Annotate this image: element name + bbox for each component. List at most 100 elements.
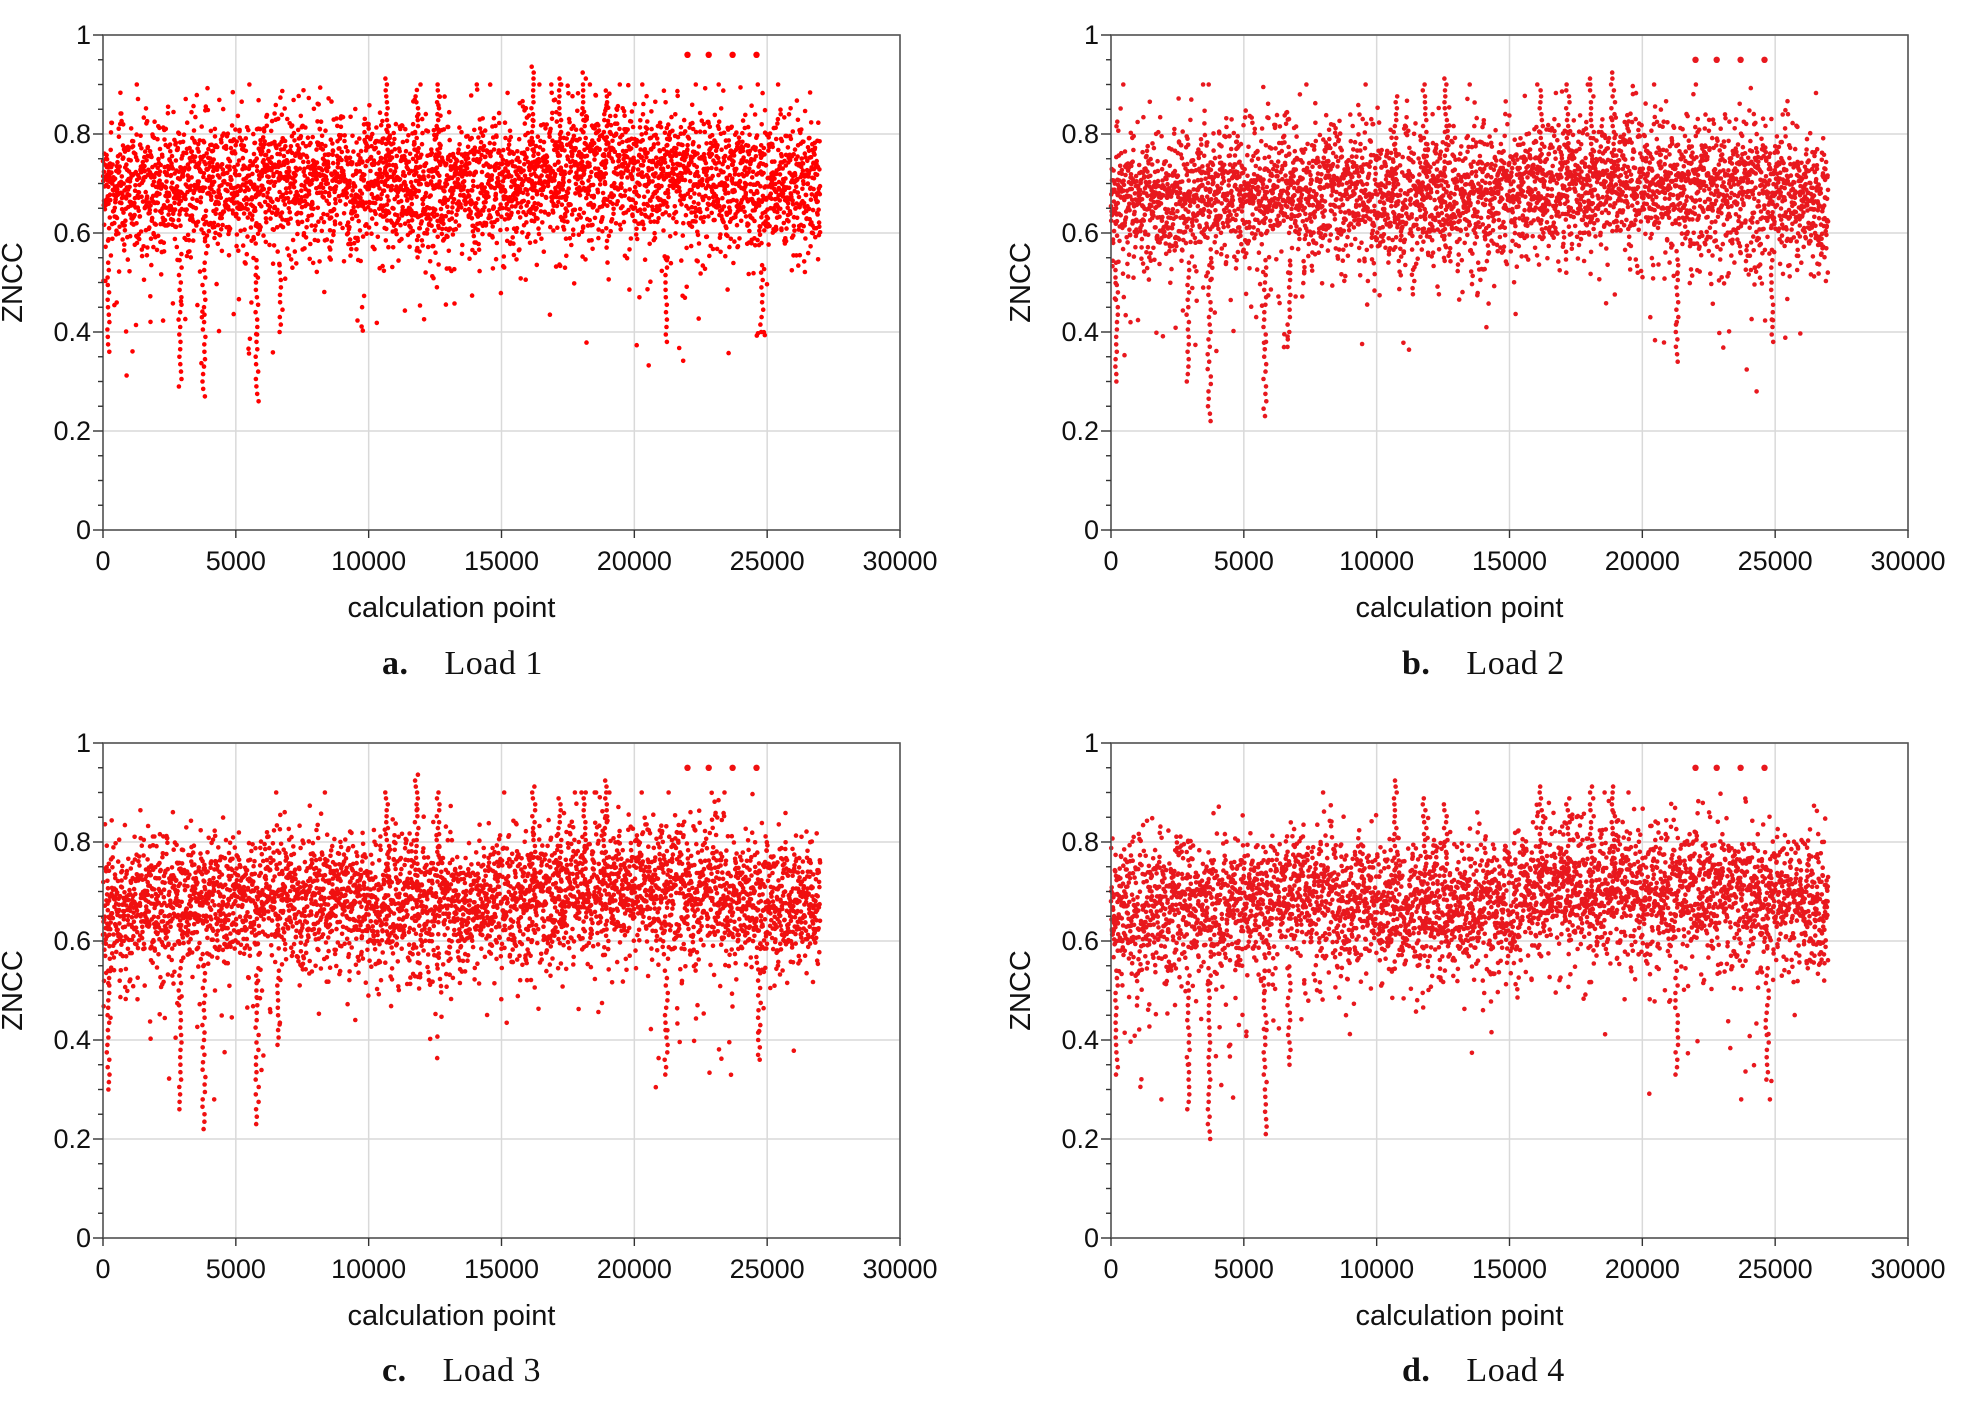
data-point [122, 242, 127, 247]
data-point [176, 169, 182, 174]
data-point [119, 174, 125, 179]
data-point [134, 132, 139, 137]
data-point [291, 97, 296, 103]
data-point [348, 253, 353, 258]
data-point [799, 228, 805, 234]
data-point [116, 231, 121, 236]
data-point [221, 131, 226, 136]
data-point [183, 196, 188, 202]
data-point [1119, 167, 1125, 173]
data-point [397, 177, 403, 182]
data-point [436, 106, 442, 111]
data-point [626, 82, 631, 88]
data-point [296, 93, 302, 99]
data-point [696, 192, 702, 197]
data-point [1123, 215, 1129, 220]
data-point [648, 219, 653, 225]
data-point [717, 203, 722, 209]
data-point [583, 135, 588, 141]
data-point [110, 236, 115, 242]
data-point [121, 155, 126, 160]
data-point [420, 201, 426, 207]
data-point [1177, 186, 1183, 192]
data-point [735, 244, 741, 249]
data-point [417, 303, 423, 308]
data-point [779, 227, 784, 233]
data-point [384, 111, 389, 117]
data-point [160, 154, 165, 159]
data-point [1155, 168, 1161, 174]
data-point [425, 129, 431, 134]
data-point [188, 187, 193, 193]
data-point [477, 268, 482, 274]
data-point [583, 141, 588, 147]
data-point [816, 120, 821, 125]
data-point [374, 125, 379, 130]
data-point [591, 193, 597, 199]
data-point [753, 145, 758, 150]
data-point [116, 126, 121, 131]
data-point [580, 129, 586, 135]
data-point [216, 188, 221, 193]
data-point [499, 214, 504, 219]
data-point [722, 153, 728, 159]
data-point [327, 193, 332, 198]
data-point [400, 139, 406, 145]
data-point [615, 199, 620, 204]
data-point [698, 209, 703, 215]
data-point [640, 163, 646, 168]
data-point [726, 138, 732, 143]
data-point [442, 94, 447, 99]
data-point [571, 133, 577, 139]
data-point [548, 224, 553, 230]
data-point [523, 212, 529, 218]
data-point [762, 152, 767, 157]
data-point [587, 82, 593, 87]
data-point [130, 144, 136, 149]
data-point [693, 214, 699, 219]
data-point [759, 314, 764, 320]
data-point [610, 138, 615, 144]
data-point [613, 131, 619, 136]
data-point [622, 193, 628, 198]
data-point [306, 192, 312, 197]
data-point [201, 230, 206, 236]
data-point [718, 106, 724, 111]
data-point [1151, 145, 1157, 151]
data-point [239, 138, 245, 143]
data-point [254, 164, 260, 169]
data-point [571, 281, 577, 286]
data-point [514, 229, 519, 234]
data-point [372, 246, 377, 252]
data-point [344, 195, 350, 200]
data-point [816, 220, 822, 225]
data-point [132, 200, 137, 206]
data-point [706, 214, 711, 219]
data-point [190, 238, 196, 243]
data-point [1179, 155, 1185, 161]
data-point [667, 234, 673, 239]
data-point [178, 280, 184, 285]
data-point [124, 162, 129, 167]
data-point [225, 131, 231, 136]
data-point [565, 131, 571, 136]
data-point [619, 185, 624, 191]
data-point [461, 179, 467, 184]
data-point [682, 177, 688, 183]
data-point [475, 196, 481, 202]
data-point [786, 219, 791, 224]
data-point [161, 240, 167, 245]
data-point [1111, 228, 1117, 234]
data-point [465, 155, 471, 161]
data-point [704, 234, 710, 239]
data-point [593, 93, 599, 98]
data-point [455, 176, 461, 182]
data-point [786, 185, 792, 191]
data-point [695, 151, 700, 156]
data-point [457, 125, 462, 130]
data-point [267, 204, 273, 210]
data-point [677, 189, 682, 194]
data-point [277, 270, 283, 275]
data-point [775, 82, 781, 87]
data-point [546, 211, 552, 217]
